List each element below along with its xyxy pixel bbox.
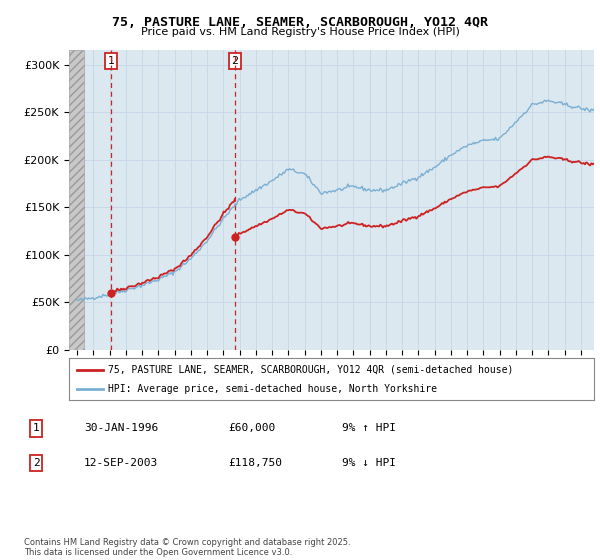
Text: 9% ↓ HPI: 9% ↓ HPI: [342, 458, 396, 468]
Text: 12-SEP-2003: 12-SEP-2003: [84, 458, 158, 468]
Text: Contains HM Land Registry data © Crown copyright and database right 2025.
This d: Contains HM Land Registry data © Crown c…: [24, 538, 350, 557]
Text: 75, PASTURE LANE, SEAMER, SCARBOROUGH, YO12 4QR: 75, PASTURE LANE, SEAMER, SCARBOROUGH, Y…: [112, 16, 488, 29]
Text: 1: 1: [107, 56, 115, 66]
Text: 30-JAN-1996: 30-JAN-1996: [84, 423, 158, 433]
Text: 2: 2: [32, 458, 40, 468]
Text: £118,750: £118,750: [228, 458, 282, 468]
Text: HPI: Average price, semi-detached house, North Yorkshire: HPI: Average price, semi-detached house,…: [109, 384, 437, 394]
Text: 2: 2: [232, 56, 239, 66]
Text: 9% ↑ HPI: 9% ↑ HPI: [342, 423, 396, 433]
Bar: [69, 50, 84, 350]
Text: 75, PASTURE LANE, SEAMER, SCARBOROUGH, YO12 4QR (semi-detached house): 75, PASTURE LANE, SEAMER, SCARBOROUGH, Y…: [109, 365, 514, 375]
Text: 1: 1: [32, 423, 40, 433]
Text: Price paid vs. HM Land Registry's House Price Index (HPI): Price paid vs. HM Land Registry's House …: [140, 27, 460, 38]
Text: £60,000: £60,000: [228, 423, 275, 433]
